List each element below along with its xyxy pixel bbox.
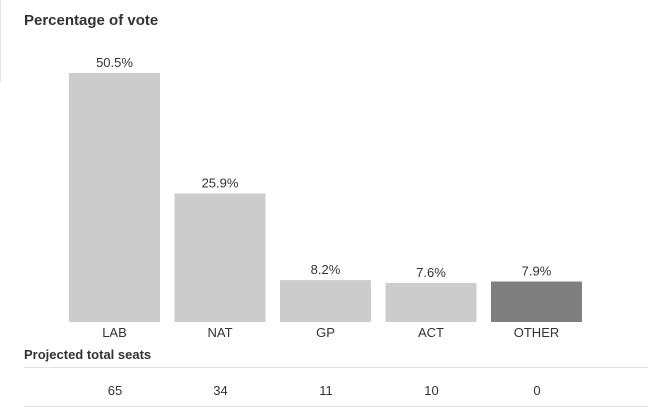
seats-value-other: 0 bbox=[533, 383, 541, 398]
value-label-gp: 8.2% bbox=[311, 262, 341, 277]
seats-value-act: 10 bbox=[424, 383, 439, 398]
category-label-other: OTHER bbox=[514, 325, 560, 340]
bar-lab bbox=[69, 73, 160, 322]
category-label-nat: NAT bbox=[207, 325, 232, 340]
seats-top-rule bbox=[24, 367, 648, 368]
chart-title: Percentage of vote bbox=[24, 12, 159, 29]
value-label-other: 7.9% bbox=[522, 264, 552, 279]
category-label-act: ACT bbox=[418, 325, 444, 340]
seats-bottom-rule bbox=[24, 406, 648, 407]
seats-value-gp: 11 bbox=[319, 383, 333, 398]
seats-value-lab: 65 bbox=[107, 383, 123, 398]
value-label-lab: 50.5% bbox=[96, 55, 133, 70]
bar-act bbox=[385, 283, 477, 322]
seats-value-nat: 34 bbox=[213, 383, 228, 398]
value-label-act: 7.6% bbox=[416, 265, 446, 280]
value-label-nat: 25.9% bbox=[202, 175, 239, 190]
category-label-gp: GP bbox=[316, 325, 335, 340]
left-edge-divider bbox=[0, 0, 1, 82]
bar-gp bbox=[280, 280, 371, 322]
bar-other bbox=[491, 281, 582, 322]
bar-nat bbox=[174, 193, 266, 322]
seats-title: Projected total seats bbox=[24, 347, 152, 362]
category-label-lab: LAB bbox=[102, 325, 127, 340]
vote-bar-chart: 50.5% LAB 25.9% NAT 8.2% GP 7.6% ACT 7.9% OTHER bbox=[69, 55, 582, 340]
